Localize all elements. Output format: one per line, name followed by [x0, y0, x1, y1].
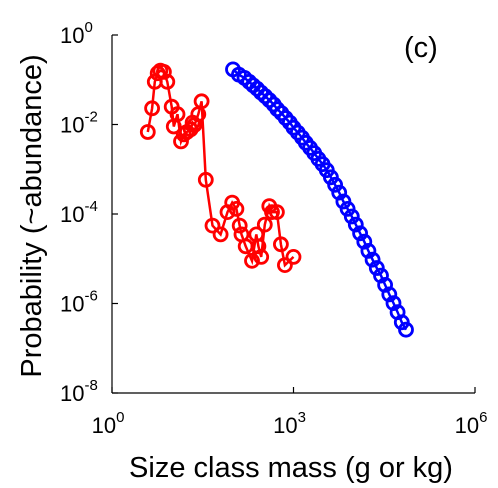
series-1: [139, 62, 302, 274]
data-point: [272, 236, 289, 253]
data-point: [197, 171, 214, 188]
data-point: [364, 251, 381, 268]
x-tick-label: 106: [455, 409, 488, 438]
data-point: [204, 217, 221, 234]
y-tick-base: 10: [60, 113, 84, 138]
y-tick-exponent: 0: [84, 19, 92, 36]
data-point: [212, 226, 229, 243]
data-point: [253, 84, 269, 101]
data-point: [144, 100, 161, 117]
data-point: [269, 101, 286, 118]
data-point: [347, 216, 364, 233]
data-point: [139, 124, 156, 140]
data-point: [381, 286, 398, 303]
series-2: [225, 61, 414, 338]
y-tick-base: 10: [60, 23, 84, 48]
data-point: [261, 92, 278, 109]
y-axis-title: Probability (~abundance): [16, 54, 48, 377]
data-point: [368, 260, 385, 276]
x-tick-base: 10: [455, 413, 479, 438]
y-tick-exponent: -4: [84, 198, 97, 215]
x-tick-base: 10: [92, 413, 116, 438]
x-tick-exponent: 0: [116, 409, 124, 426]
x-tick-exponent: 6: [479, 409, 487, 426]
data-point: [285, 248, 302, 265]
data-point: [268, 204, 285, 221]
x-axis-title: Size class mass (g or kg): [129, 452, 453, 484]
y-tick-label: 100: [60, 19, 93, 48]
series-layer: [139, 61, 414, 338]
x-axis-ticks: 100 103 106: [92, 387, 488, 438]
x-tick-label: 100: [92, 409, 125, 438]
data-point: [398, 321, 414, 338]
y-tick-exponent: -6: [84, 288, 97, 305]
data-point: [182, 121, 199, 138]
data-point: [256, 216, 273, 233]
data-point: [356, 233, 373, 250]
data-point: [352, 225, 369, 242]
data-point: [231, 217, 248, 234]
data-point: [264, 204, 280, 221]
y-tick-base: 10: [60, 202, 84, 227]
x-tick-base: 10: [273, 413, 297, 438]
data-point: [149, 65, 166, 82]
data-point: [228, 200, 245, 217]
data-point: [339, 200, 356, 217]
data-point: [373, 267, 389, 284]
data-point: [327, 176, 344, 193]
panel-label: (c): [404, 32, 438, 64]
data-point: [253, 248, 270, 265]
data-point: [276, 257, 293, 274]
x-tick-label: 103: [273, 409, 306, 438]
y-tick-exponent: -8: [84, 377, 97, 394]
y-tick-label: 10-8: [60, 377, 98, 406]
data-point: [257, 88, 274, 105]
y-tick-exponent: -2: [84, 109, 97, 126]
data-point: [385, 295, 402, 312]
data-point: [169, 106, 186, 123]
data-point: [193, 93, 210, 110]
data-point: [250, 238, 267, 255]
y-tick-base: 10: [60, 381, 84, 406]
x-tick-exponent: 3: [298, 409, 306, 426]
data-point: [244, 252, 260, 269]
data-point: [155, 64, 172, 80]
y-tick-label: 10-4: [60, 198, 98, 227]
y-tick-base: 10: [60, 292, 84, 317]
data-point: [331, 184, 348, 201]
data-point: [343, 208, 360, 225]
y-tick-label: 10-2: [60, 109, 98, 138]
data-point: [360, 242, 377, 259]
data-point: [159, 73, 176, 90]
y-tick-label: 10-6: [60, 288, 98, 317]
